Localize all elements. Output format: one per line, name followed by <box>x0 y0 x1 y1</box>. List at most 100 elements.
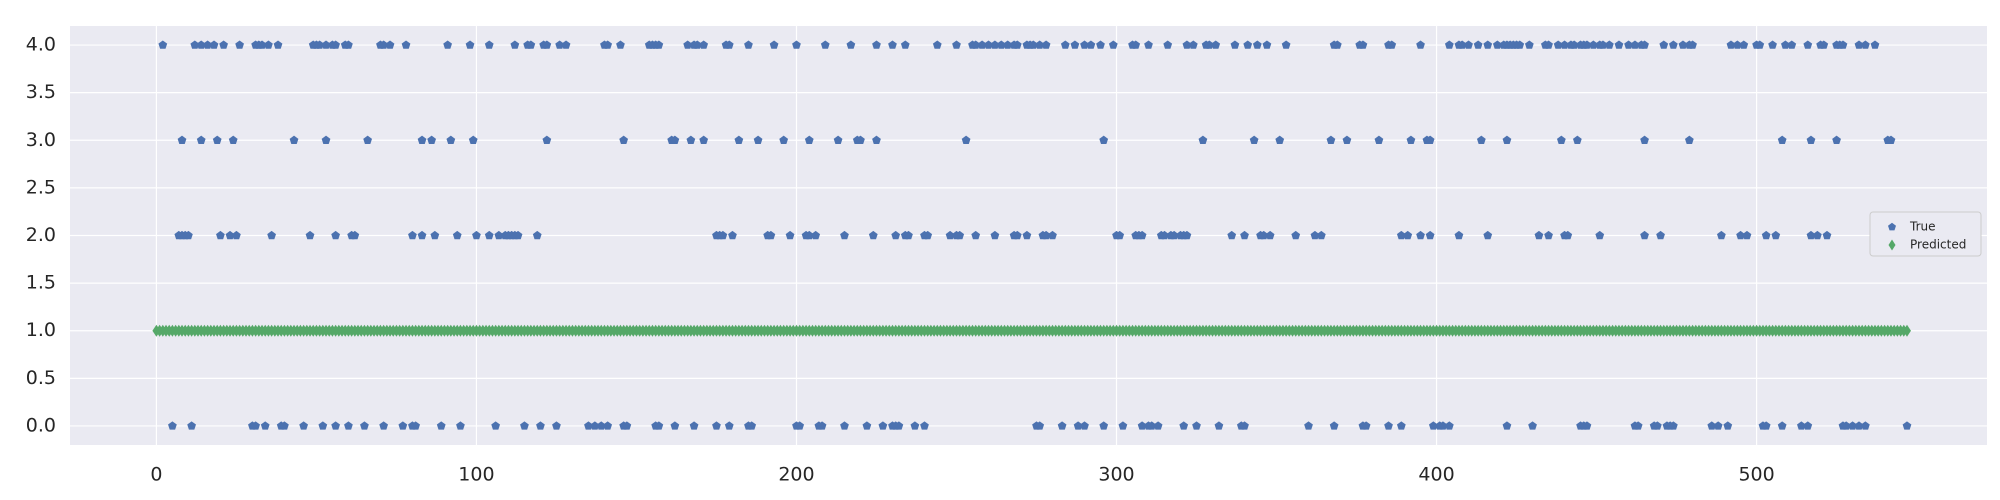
true-point <box>1717 230 1726 240</box>
true-point <box>484 230 494 240</box>
true-point <box>1304 421 1313 430</box>
true-point <box>1329 421 1339 430</box>
true-point <box>1396 421 1406 430</box>
true-point <box>1803 421 1813 430</box>
true-point <box>491 421 501 430</box>
true-point <box>1012 230 1022 240</box>
true-point <box>1179 421 1189 430</box>
true-point <box>1771 230 1781 240</box>
true-point <box>1870 40 1880 49</box>
true-point <box>904 230 913 240</box>
true-point <box>900 40 910 49</box>
true-point <box>945 230 955 240</box>
true-point <box>1291 230 1301 240</box>
true-point <box>1595 230 1605 240</box>
true-point <box>465 40 475 49</box>
y-tick-label: 2.5 <box>26 176 56 198</box>
true-point <box>1137 230 1147 240</box>
true-point <box>1169 230 1179 240</box>
true-point <box>654 40 664 49</box>
true-point <box>1384 421 1393 430</box>
true-point <box>619 135 629 144</box>
true-point <box>1473 40 1483 49</box>
true-point <box>1614 40 1624 49</box>
true-point <box>804 135 814 144</box>
y-tick-label: 2.0 <box>26 224 56 246</box>
true-point <box>1243 40 1253 49</box>
true-point <box>1854 40 1864 49</box>
true-point <box>1659 40 1669 49</box>
true-point <box>622 421 632 430</box>
true-point <box>724 421 734 430</box>
true-point <box>331 40 340 49</box>
true-point <box>1188 40 1198 49</box>
true-point <box>744 40 753 49</box>
true-point <box>811 230 821 240</box>
true-point <box>1652 421 1662 430</box>
y-tick-label: 3.0 <box>26 129 56 151</box>
true-point <box>1406 135 1416 144</box>
true-point <box>1563 230 1573 240</box>
true-point <box>1633 421 1643 430</box>
true-point <box>427 135 437 144</box>
true-point <box>1781 40 1790 49</box>
true-point <box>212 135 222 144</box>
true-point <box>1326 135 1336 144</box>
true-point <box>753 135 763 144</box>
true-point <box>1387 40 1397 49</box>
true-point <box>228 135 238 144</box>
true-point <box>1902 421 1912 430</box>
true-point <box>1163 40 1173 49</box>
true-point <box>1240 230 1249 240</box>
true-point <box>1598 40 1608 49</box>
true-point <box>513 230 523 240</box>
true-point <box>840 421 849 430</box>
y-tick-label: 1.5 <box>26 272 56 294</box>
true-point <box>856 135 865 144</box>
true-point <box>878 421 888 430</box>
true-point <box>734 135 744 144</box>
true-point <box>955 230 965 240</box>
true-point <box>1886 135 1896 144</box>
legend-label-true: True <box>1909 220 1936 234</box>
y-tick-label: 0.0 <box>26 414 56 436</box>
true-point <box>1358 40 1368 49</box>
true-point <box>840 230 849 240</box>
true-point <box>804 230 814 240</box>
true-point <box>235 40 244 49</box>
true-point <box>203 40 212 49</box>
true-point <box>1588 40 1598 49</box>
true-point <box>1240 421 1249 430</box>
true-point <box>225 230 235 240</box>
true-point <box>1115 230 1125 240</box>
true-point <box>494 230 504 240</box>
true-point <box>932 40 942 49</box>
true-point <box>1861 40 1870 49</box>
true-point <box>232 230 241 240</box>
true-point <box>1131 40 1141 49</box>
true-point <box>910 421 920 430</box>
true-point <box>251 421 260 430</box>
true-point <box>260 421 270 430</box>
true-point <box>331 421 340 430</box>
true-point <box>1582 421 1592 430</box>
x-axis-tick-labels: 0 100 200 300 400 500 <box>150 464 1774 486</box>
legend-label-predicted: Predicted <box>1910 238 1966 252</box>
true-point <box>379 40 389 49</box>
true-point <box>616 40 625 49</box>
true-point <box>1147 421 1157 430</box>
true-point <box>862 421 872 430</box>
true-point <box>436 421 446 430</box>
true-point <box>1656 230 1665 240</box>
true-point <box>747 421 757 430</box>
true-point <box>868 230 878 240</box>
true-point <box>452 230 462 240</box>
true-point <box>401 40 411 49</box>
true-point <box>1713 421 1723 430</box>
true-point <box>1553 40 1563 49</box>
true-point <box>1425 230 1435 240</box>
true-point <box>363 135 373 144</box>
true-point <box>472 230 481 240</box>
true-point <box>184 230 193 240</box>
true-point <box>257 40 267 49</box>
